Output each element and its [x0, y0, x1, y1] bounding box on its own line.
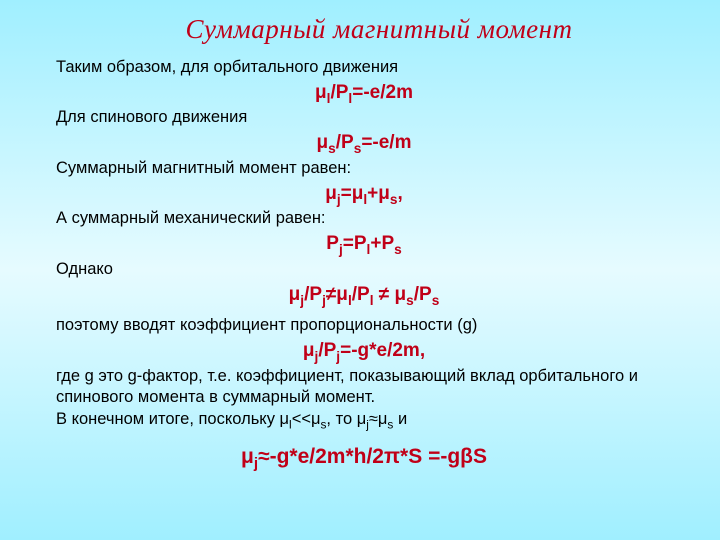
- text-line-4: А суммарный механический равен:: [56, 208, 672, 230]
- text-line-7: где g это g-фактор, т.е. коэффициент, по…: [56, 366, 672, 410]
- t8d: ≈μ: [369, 410, 388, 428]
- page-title: Суммарный магнитный момент: [56, 14, 672, 45]
- equation-2: μs/Ps=-e/m: [56, 131, 672, 156]
- text-line-8: В конечном итоге, поскольку μl<<μs, то μ…: [56, 409, 672, 431]
- t8b: <<μ: [292, 410, 321, 428]
- equation-3: μj=μl+μs,: [56, 182, 672, 207]
- text-line-5: Однако: [56, 259, 672, 281]
- text-line-1: Таким образом, для орбитального движения: [56, 57, 672, 79]
- equation-6: μj/Pj=-g*e/2m,: [56, 339, 672, 364]
- equation-7: μj≈-g*e/2m*h/2π*S =-gβS: [56, 443, 672, 470]
- t8e: и: [393, 410, 407, 428]
- t8a: В конечном итоге, поскольку μ: [56, 410, 289, 428]
- equation-4: Pj=Pl+Ps: [56, 232, 672, 257]
- text-line-6: поэтому вводят коэффициент пропорциональ…: [56, 315, 672, 337]
- equation-5: μj/Pj≠μl/Pl ≠ μs/Ps: [56, 283, 672, 308]
- text-line-3: Суммарный магнитный момент равен:: [56, 158, 672, 180]
- text-line-2: Для спинового движения: [56, 107, 672, 129]
- slide: Суммарный магнитный момент Таким образом…: [0, 0, 720, 540]
- t8c: , то μ: [326, 410, 366, 428]
- equation-1: μl/Pl=-e/2m: [56, 81, 672, 106]
